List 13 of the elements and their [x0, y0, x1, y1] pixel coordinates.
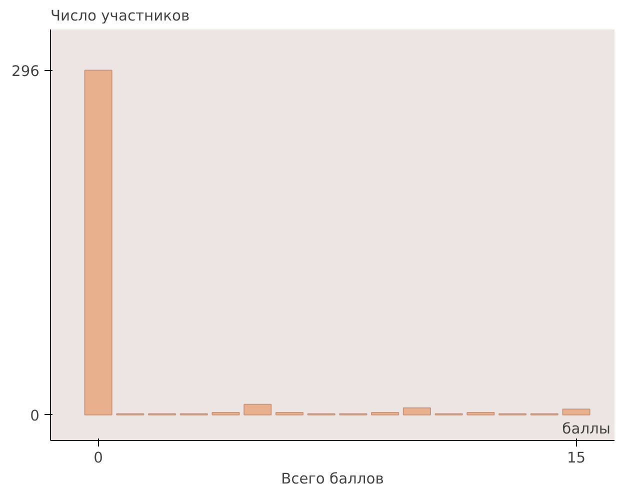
x-tick-label: 15: [566, 450, 586, 466]
bar: [371, 412, 400, 416]
bar: [84, 70, 112, 416]
bar: [275, 412, 304, 416]
x-axis-title: Всего баллов: [281, 470, 384, 488]
bar: [562, 408, 590, 416]
annotation: баллы: [562, 420, 610, 438]
bar: [244, 404, 272, 416]
y-axis-title: Число участников: [50, 8, 190, 24]
bar: [212, 412, 240, 416]
bar: [466, 412, 495, 416]
y-tick-label: 296: [12, 62, 40, 80]
bar: [402, 407, 431, 416]
